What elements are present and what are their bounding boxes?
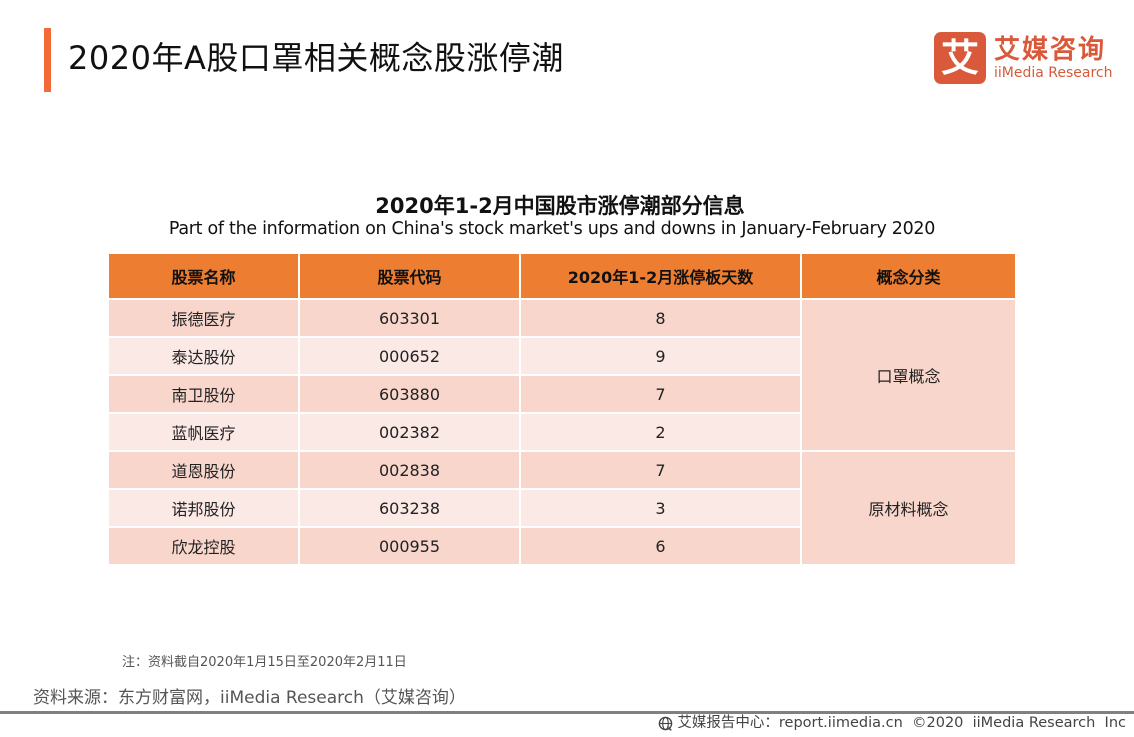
footer-credit: 艾媒报告中心：report.iimedia.cn ©2020 iiMedia R… bbox=[658, 714, 1126, 732]
table-row: 诺邦股份 603238 3 bbox=[107, 488, 1016, 528]
column-header-limit-up-days: 2020年1-2月涨停板天数 bbox=[519, 252, 802, 300]
page-title: 2020年A股口罩相关概念股涨停潮 bbox=[68, 39, 564, 77]
iimedia-logo: 艾 艾媒咨询 iiMedia Research bbox=[934, 32, 1113, 84]
limit-up-days: 7 bbox=[519, 450, 802, 490]
data-source: 资料来源：东方财富网，iiMedia Research（艾媒咨询） bbox=[33, 688, 466, 708]
title-accent-bar bbox=[44, 28, 51, 92]
limit-up-stocks-table: 股票名称 股票代码 2020年1-2月涨停板天数 概念分类 振德医疗 60330… bbox=[107, 252, 1017, 566]
table-row: 南卫股份 603880 7 bbox=[107, 374, 1016, 414]
limit-up-days: 7 bbox=[519, 374, 802, 414]
limit-up-days: 8 bbox=[519, 298, 802, 338]
table-subtitle: Part of the information on China's stock… bbox=[168, 219, 936, 239]
stock-code: 603880 bbox=[298, 374, 521, 414]
table-title: 2020年1-2月中国股市涨停潮部分信息 bbox=[375, 194, 745, 218]
stock-name: 道恩股份 bbox=[107, 450, 300, 490]
limit-up-days: 6 bbox=[519, 526, 802, 566]
column-header-concept: 概念分类 bbox=[800, 252, 1017, 300]
column-header-stock-code: 股票代码 bbox=[298, 252, 521, 300]
limit-up-days: 3 bbox=[519, 488, 802, 528]
table-row: 蓝帆医疗 002382 2 bbox=[107, 412, 1016, 452]
stock-name: 欣龙控股 bbox=[107, 526, 300, 566]
stock-code: 603238 bbox=[298, 488, 521, 528]
table-row: 道恩股份 002838 7 原材料概念 bbox=[107, 450, 1017, 566]
footer-divider bbox=[0, 711, 1134, 714]
data-period-note: 注：资料截自2020年1月15日至2020年2月11日 bbox=[122, 655, 407, 670]
logo-name-cn: 艾媒咨询 bbox=[994, 34, 1107, 65]
stock-code: 000652 bbox=[298, 336, 521, 376]
stock-name: 振德医疗 bbox=[107, 298, 300, 338]
globe-icon bbox=[659, 716, 673, 731]
logo-name-en: iiMedia Research bbox=[994, 64, 1113, 81]
logo-mark-icon: 艾 bbox=[934, 32, 986, 84]
concept-group-raw-material: 原材料概念 bbox=[800, 450, 1017, 566]
stock-code: 000955 bbox=[298, 526, 521, 566]
stock-code: 603301 bbox=[298, 298, 521, 338]
table-row: 泰达股份 000652 9 bbox=[107, 336, 1016, 376]
logo-text: 艾媒咨询 iiMedia Research bbox=[994, 35, 1113, 82]
stock-name: 诺邦股份 bbox=[107, 488, 300, 528]
footer-text: 艾媒报告中心：report.iimedia.cn ©2020 iiMedia R… bbox=[677, 715, 1126, 731]
limit-up-days: 2 bbox=[519, 412, 802, 452]
stock-name: 蓝帆医疗 bbox=[107, 412, 300, 452]
stock-name: 泰达股份 bbox=[107, 336, 300, 376]
column-header-stock-name: 股票名称 bbox=[107, 252, 300, 300]
limit-up-days: 9 bbox=[519, 336, 802, 376]
stock-code: 002382 bbox=[298, 412, 521, 452]
stock-code: 002838 bbox=[298, 450, 521, 490]
table-row: 振德医疗 603301 8 口罩概念 bbox=[107, 298, 1017, 452]
concept-group-mask: 口罩概念 bbox=[800, 298, 1017, 452]
table-header-row: 股票名称 股票代码 2020年1-2月涨停板天数 概念分类 bbox=[107, 252, 1017, 300]
table-row: 欣龙控股 000955 6 bbox=[107, 526, 1016, 566]
stock-name: 南卫股份 bbox=[107, 374, 300, 414]
